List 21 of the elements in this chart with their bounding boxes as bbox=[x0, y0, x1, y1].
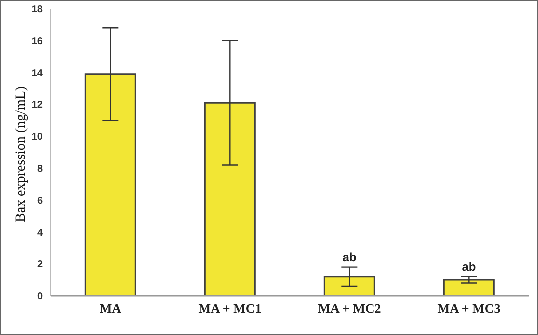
y-tick-label: 4 bbox=[37, 228, 44, 239]
bar bbox=[84, 74, 136, 296]
y-tick-label: 12 bbox=[32, 100, 44, 112]
x-tick-label: MA + MC3 bbox=[438, 301, 502, 316]
annotation: ab bbox=[462, 260, 476, 274]
y-tick-label: 6 bbox=[37, 196, 44, 207]
bar bbox=[324, 276, 376, 296]
bar bbox=[443, 279, 495, 296]
y-tick-label: 0 bbox=[37, 292, 44, 303]
x-tick-label: MA + MC2 bbox=[318, 301, 382, 316]
x-tick-label: MA + MC1 bbox=[198, 301, 262, 316]
y-tick-label: 18 bbox=[32, 4, 44, 16]
y-tick-label: 2 bbox=[37, 260, 44, 271]
y-tick-label: 10 bbox=[32, 132, 44, 144]
y-axis-title: Bax expression (ng/mL) bbox=[14, 86, 29, 222]
annotation: ab bbox=[342, 250, 357, 264]
y-tick-label: 14 bbox=[32, 68, 44, 80]
bar bbox=[204, 102, 256, 296]
y-tick-label: 8 bbox=[37, 164, 44, 175]
x-tick-label: MA bbox=[100, 301, 122, 316]
y-tick-label: 16 bbox=[32, 36, 44, 48]
